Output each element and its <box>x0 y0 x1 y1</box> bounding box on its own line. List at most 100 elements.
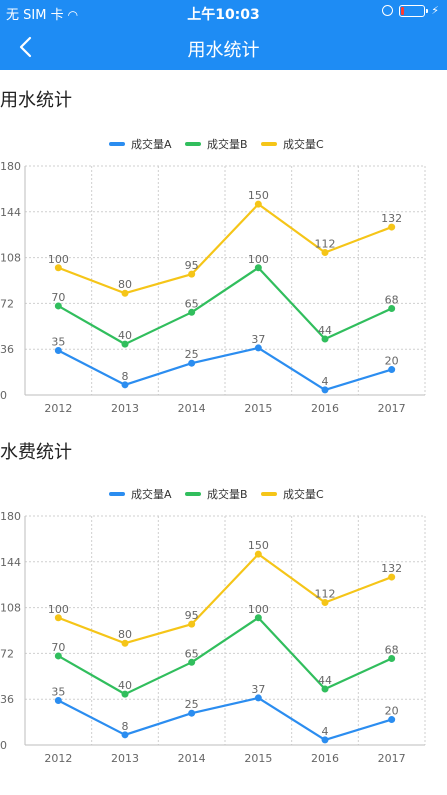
y-tick-label: 36 <box>0 693 14 706</box>
data-label: 20 <box>385 705 399 718</box>
x-tick-label: 2017 <box>378 752 406 765</box>
data-label: 68 <box>385 293 399 306</box>
data-point <box>388 573 396 581</box>
legend-swatch <box>261 492 277 496</box>
data-label: 132 <box>381 212 402 225</box>
water-usage-chart: 成交量A 成交量B 成交量C 0 36 72 108 144 180 2012 2013 2014 20… <box>0 137 426 415</box>
data-point <box>121 639 129 647</box>
data-label: 70 <box>51 291 65 304</box>
data-label: 8 <box>122 720 129 733</box>
data-point <box>54 346 62 354</box>
data-label: 35 <box>51 335 65 348</box>
data-point <box>254 614 262 622</box>
back-icon[interactable] <box>12 30 42 64</box>
data-point <box>54 302 62 310</box>
rotation-lock-icon <box>382 5 394 16</box>
x-tick-label: 2015 <box>244 402 272 415</box>
y-tick-label: 36 <box>0 343 14 356</box>
data-label: 8 <box>122 370 129 383</box>
data-point <box>388 304 396 312</box>
data-label: 112 <box>315 588 336 601</box>
series-line <box>57 346 392 392</box>
y-tick-label: 72 <box>0 297 14 310</box>
data-label: 112 <box>315 238 336 251</box>
app-header: 无 SIM 卡 ◠ 上午10:03 ⚡ 用水统计 <box>0 0 447 70</box>
series-line <box>57 266 393 346</box>
data-label: 40 <box>118 329 132 342</box>
data-point <box>388 654 396 662</box>
data-point <box>121 690 129 698</box>
data-point <box>188 709 196 717</box>
data-point <box>254 200 262 208</box>
data-point <box>254 264 262 272</box>
data-point <box>254 550 262 558</box>
x-tick-label: 2015 <box>244 752 272 765</box>
legend-label: 成交量A <box>131 137 172 151</box>
data-label: 100 <box>48 603 69 616</box>
data-point <box>121 731 129 739</box>
data-label: 65 <box>185 647 199 660</box>
data-point <box>54 696 62 704</box>
y-tick-label: 144 <box>0 206 21 219</box>
data-point <box>321 685 329 693</box>
series-line <box>57 203 393 295</box>
data-point <box>254 694 262 702</box>
data-point <box>388 716 396 724</box>
status-left: 无 SIM 卡 ◠ <box>6 4 78 23</box>
data-label: 40 <box>118 679 132 692</box>
data-point <box>321 736 329 744</box>
x-tick-label: 2017 <box>378 402 406 415</box>
data-label: 4 <box>322 725 329 738</box>
legend-label: 成交量C <box>283 137 324 151</box>
y-tick-label: 108 <box>0 602 21 615</box>
data-label: 150 <box>248 189 269 202</box>
data-label: 150 <box>248 539 269 552</box>
data-label: 44 <box>318 674 332 687</box>
x-tick-label: 2013 <box>111 752 139 765</box>
data-label: 37 <box>251 683 265 696</box>
data-label: 25 <box>185 348 199 361</box>
data-label: 95 <box>185 609 199 622</box>
data-label: 100 <box>248 253 269 266</box>
data-point <box>321 386 329 394</box>
data-point <box>188 308 196 316</box>
data-point <box>188 359 196 367</box>
status-bar: 无 SIM 卡 ◠ 上午10:03 ⚡ <box>0 0 447 24</box>
data-point <box>121 381 129 389</box>
x-tick-label: 2014 <box>178 402 206 415</box>
y-tick-label: 144 <box>0 556 21 569</box>
data-label: 20 <box>385 355 399 368</box>
status-right: ⚡ <box>382 4 439 17</box>
data-label: 37 <box>251 333 265 346</box>
page-title: 用水统计 <box>187 40 260 61</box>
data-point <box>54 614 62 622</box>
data-label: 80 <box>118 628 132 641</box>
x-tick-label: 2016 <box>311 752 339 765</box>
x-tick-label: 2014 <box>178 752 206 765</box>
data-point <box>388 366 396 374</box>
x-tick-label: 2013 <box>111 402 139 415</box>
y-tick-label: 180 <box>0 160 21 173</box>
y-tick-label: 108 <box>0 252 21 265</box>
status-time: 上午10:03 <box>187 7 260 23</box>
data-point <box>121 289 129 297</box>
data-label: 4 <box>322 375 329 388</box>
section-title-water-fee: 水费统计 <box>0 442 72 463</box>
data-point <box>254 344 262 352</box>
battery-icon <box>399 4 429 17</box>
data-point <box>188 658 196 666</box>
y-tick-label: 0 <box>0 389 7 402</box>
data-point <box>188 620 196 628</box>
section-title-water-usage: 用水统计 <box>0 90 72 111</box>
data-label: 100 <box>248 603 269 616</box>
series-line <box>57 553 393 645</box>
series-line <box>57 616 393 696</box>
series-line <box>57 696 392 742</box>
legend-label: 成交量B <box>207 487 248 501</box>
data-label: 95 <box>185 259 199 272</box>
data-point <box>321 599 329 607</box>
data-label: 35 <box>51 685 65 698</box>
data-label: 132 <box>381 562 402 575</box>
legend-swatch <box>109 492 125 496</box>
x-tick-label: 2012 <box>44 402 72 415</box>
